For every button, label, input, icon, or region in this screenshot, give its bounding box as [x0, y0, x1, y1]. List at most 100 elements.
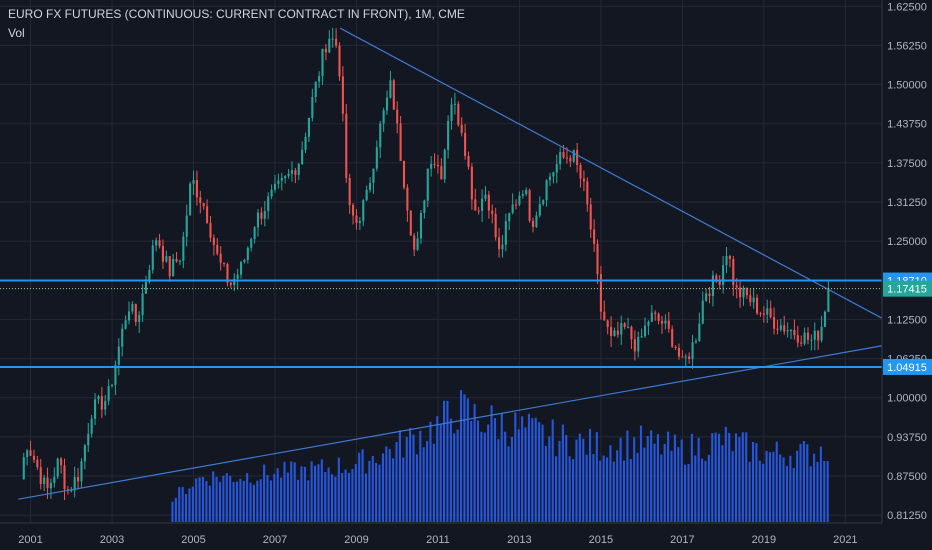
volume-bar: [626, 430, 629, 522]
candle-body: [77, 476, 80, 482]
volume-bar: [609, 445, 612, 522]
candle-body: [311, 96, 314, 118]
volume-bar: [381, 453, 384, 522]
candle-body: [800, 342, 803, 344]
candle-body: [335, 38, 338, 46]
candle-body: [287, 173, 290, 177]
candle-body: [406, 187, 409, 211]
candle-body: [562, 152, 565, 158]
volume-bar: [490, 405, 493, 522]
candle-body: [419, 212, 423, 239]
candle-body: [766, 308, 769, 315]
volume-bar: [741, 432, 744, 522]
volume-bar: [558, 440, 561, 522]
candle-body: [53, 476, 56, 483]
candle-body: [460, 124, 463, 133]
volume-indicator-label[interactable]: Vol: [8, 26, 25, 40]
volume-bar: [738, 436, 741, 522]
candle-body: [470, 166, 473, 200]
volume-bar: [249, 482, 252, 522]
candle-body: [246, 247, 249, 260]
volume-bar: [178, 487, 181, 522]
volume-bar: [534, 417, 537, 522]
volume-bar: [453, 433, 456, 522]
volume-bar: [677, 447, 680, 522]
volume-bar: [684, 464, 687, 522]
volume-bar: [517, 429, 520, 522]
descending-trendline[interactable]: [339, 27, 883, 319]
ascending-trendline[interactable]: [18, 345, 883, 500]
candle-body: [121, 328, 124, 347]
volume-bar: [802, 441, 805, 522]
candle-body: [423, 200, 426, 213]
candle-body: [657, 313, 660, 321]
candle-body: [440, 166, 443, 180]
y-tick-label: 1.62500: [887, 1, 927, 13]
volume-bar: [395, 442, 398, 522]
volume-bar: [687, 463, 690, 522]
candle-body: [379, 123, 382, 148]
volume-bar: [303, 466, 306, 522]
candle-body: [498, 237, 501, 250]
candle-body: [189, 183, 192, 216]
volume-bar: [218, 481, 222, 522]
candle-body: [722, 265, 725, 285]
candle-body: [270, 189, 273, 197]
candle-body: [416, 238, 419, 250]
last-price-tag-text: 1.17415: [887, 284, 927, 296]
volume-bar: [229, 475, 232, 522]
candle-body: [331, 38, 334, 40]
candle-body: [691, 342, 694, 359]
volume-bar: [568, 456, 571, 522]
volume-bar: [300, 466, 303, 522]
volume-bar: [188, 488, 191, 522]
volume-bar: [782, 457, 785, 522]
candle-body: [572, 150, 575, 162]
candle-body: [694, 340, 698, 343]
candle-body: [491, 210, 494, 215]
candle-body: [796, 335, 799, 343]
volume-bar: [290, 461, 293, 522]
candle-body: [813, 330, 816, 340]
volume-bar: [497, 439, 500, 522]
volume-bar: [633, 437, 636, 522]
volume-bar: [779, 454, 782, 522]
candle-body: [705, 293, 708, 301]
x-tick-label: 2003: [100, 534, 124, 546]
volume-bar: [225, 473, 228, 522]
candle-body: [569, 157, 572, 162]
volume-bar: [344, 469, 347, 522]
candle-body: [531, 220, 535, 227]
candle-body: [514, 204, 518, 206]
candle-body: [827, 288, 830, 312]
candle-body: [620, 323, 623, 335]
volume-bar: [446, 400, 449, 522]
volume-bar: [768, 452, 772, 522]
candle-body: [26, 450, 29, 458]
candle-body: [368, 182, 372, 190]
candle-body: [637, 337, 640, 352]
candle-body: [552, 172, 555, 177]
volume-bar: [181, 486, 184, 522]
volume-bar: [578, 433, 581, 522]
candle-body: [715, 275, 718, 281]
candle-body: [239, 261, 243, 275]
volume-bar: [320, 459, 323, 522]
candle-body: [375, 147, 378, 169]
volume-bar: [317, 464, 320, 522]
volume-bar: [361, 449, 364, 522]
y-tick-label: 0.93750: [887, 432, 927, 444]
volume-bar: [765, 450, 768, 522]
candle-body: [436, 164, 439, 167]
candle-body: [29, 450, 32, 456]
volume-bar: [341, 473, 344, 522]
candle-body: [267, 196, 270, 212]
candle-body: [565, 157, 569, 159]
volume-bar: [650, 430, 653, 522]
volume-bar: [646, 435, 649, 522]
candle-body: [474, 199, 477, 211]
candle-body: [630, 326, 633, 340]
candle-body: [450, 104, 453, 121]
